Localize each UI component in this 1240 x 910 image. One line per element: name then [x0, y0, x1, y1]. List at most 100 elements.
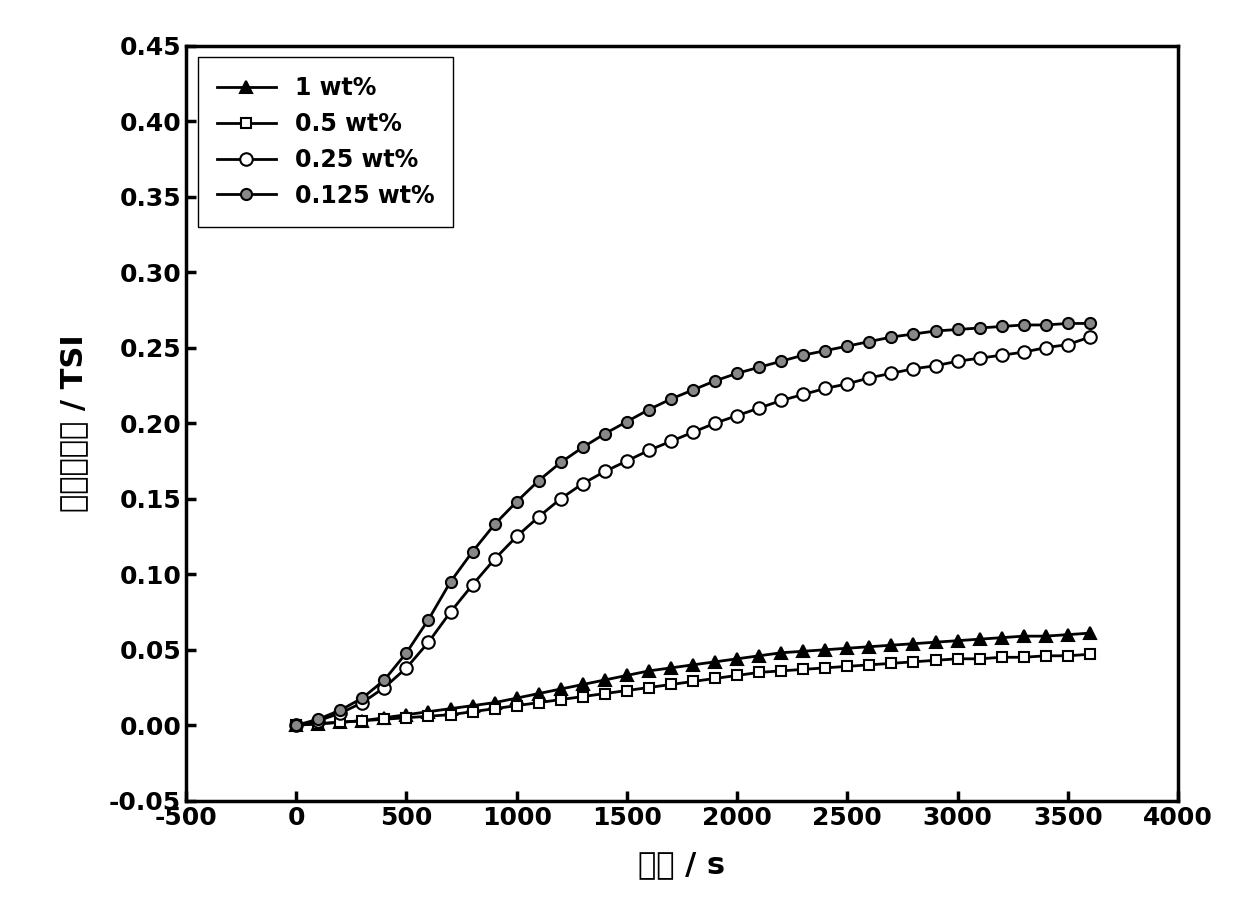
1 wt% — [553, 683, 568, 694]
1 wt% — [598, 674, 613, 685]
1 wt% — [708, 656, 723, 667]
0.5 wt% — [620, 685, 635, 696]
1 wt% — [641, 665, 656, 676]
1 wt% — [796, 646, 811, 657]
1 wt% — [774, 647, 789, 658]
1 wt% — [399, 709, 414, 720]
1 wt% — [620, 670, 635, 681]
1 wt% — [839, 642, 854, 653]
0.5 wt% — [708, 673, 723, 684]
1 wt% — [332, 717, 347, 728]
Line: 0.5 wt%: 0.5 wt% — [291, 650, 1095, 730]
0.125 wt% — [355, 693, 370, 703]
0.25 wt% — [553, 493, 568, 504]
0.125 wt% — [729, 368, 744, 379]
0.25 wt% — [774, 395, 789, 406]
0.25 wt% — [487, 553, 502, 564]
0.25 wt% — [839, 379, 854, 389]
0.125 wt% — [906, 329, 921, 339]
0.25 wt% — [465, 580, 480, 591]
0.125 wt% — [1083, 318, 1097, 329]
1 wt% — [663, 662, 678, 673]
0.5 wt% — [598, 688, 613, 699]
0.25 wt% — [575, 478, 590, 489]
0.25 wt% — [1038, 342, 1053, 353]
0.5 wt% — [332, 717, 347, 728]
0.25 wt% — [862, 372, 877, 383]
1 wt% — [1060, 629, 1075, 640]
0.125 wt% — [575, 442, 590, 453]
0.5 wt% — [510, 700, 525, 711]
0.5 wt% — [531, 697, 546, 708]
1 wt% — [751, 651, 766, 662]
1 wt% — [906, 638, 921, 649]
1 wt% — [994, 632, 1009, 643]
0.25 wt% — [443, 607, 458, 618]
0.125 wt% — [510, 496, 525, 507]
0.5 wt% — [1060, 651, 1075, 662]
0.25 wt% — [796, 389, 811, 399]
0.125 wt% — [774, 356, 789, 367]
0.125 wt% — [443, 576, 458, 587]
1 wt% — [928, 637, 942, 648]
0.25 wt% — [332, 708, 347, 719]
0.5 wt% — [377, 713, 392, 724]
X-axis label: 时间 / s: 时间 / s — [639, 851, 725, 879]
0.25 wt% — [598, 466, 613, 477]
0.25 wt% — [510, 531, 525, 541]
1 wt% — [862, 642, 877, 652]
0.25 wt% — [422, 637, 436, 648]
0.125 wt% — [928, 326, 942, 337]
1 wt% — [686, 660, 701, 671]
0.25 wt% — [1060, 339, 1075, 350]
1 wt% — [575, 679, 590, 690]
0.25 wt% — [950, 356, 965, 367]
0.25 wt% — [729, 410, 744, 421]
1 wt% — [487, 697, 502, 708]
0.125 wt% — [972, 322, 987, 333]
Line: 0.25 wt%: 0.25 wt% — [290, 331, 1096, 732]
1 wt% — [1017, 631, 1032, 642]
0.5 wt% — [994, 652, 1009, 662]
0.125 wt% — [598, 429, 613, 440]
1 wt% — [443, 703, 458, 714]
0.25 wt% — [531, 511, 546, 522]
0.5 wt% — [972, 653, 987, 664]
0.125 wt% — [751, 362, 766, 373]
1 wt% — [289, 720, 304, 731]
0.5 wt% — [796, 664, 811, 675]
0.125 wt% — [994, 321, 1009, 332]
0.125 wt% — [399, 647, 414, 658]
0.25 wt% — [972, 353, 987, 364]
0.5 wt% — [465, 706, 480, 717]
0.25 wt% — [399, 662, 414, 673]
0.5 wt% — [950, 653, 965, 664]
0.125 wt% — [531, 475, 546, 486]
0.125 wt% — [422, 614, 436, 625]
1 wt% — [884, 640, 899, 651]
0.125 wt% — [1038, 319, 1053, 330]
0.125 wt% — [839, 340, 854, 351]
0.25 wt% — [620, 455, 635, 466]
0.25 wt% — [1017, 347, 1032, 358]
1 wt% — [972, 633, 987, 644]
1 wt% — [729, 653, 744, 664]
0.5 wt% — [862, 660, 877, 671]
0.25 wt% — [906, 363, 921, 374]
0.125 wt% — [818, 345, 833, 356]
0.25 wt% — [708, 418, 723, 429]
0.5 wt% — [1017, 652, 1032, 662]
0.5 wt% — [906, 656, 921, 667]
1 wt% — [465, 700, 480, 711]
0.5 wt% — [729, 670, 744, 681]
0.25 wt% — [663, 436, 678, 447]
0.125 wt% — [884, 331, 899, 342]
Legend: 1 wt%, 0.5 wt%, 0.25 wt%, 0.125 wt%: 1 wt%, 0.5 wt%, 0.25 wt%, 0.125 wt% — [198, 57, 453, 227]
0.5 wt% — [399, 713, 414, 723]
1 wt% — [510, 693, 525, 703]
0.5 wt% — [311, 718, 326, 729]
0.5 wt% — [663, 679, 678, 690]
0.125 wt% — [796, 349, 811, 360]
1 wt% — [531, 688, 546, 699]
0.125 wt% — [686, 384, 701, 395]
